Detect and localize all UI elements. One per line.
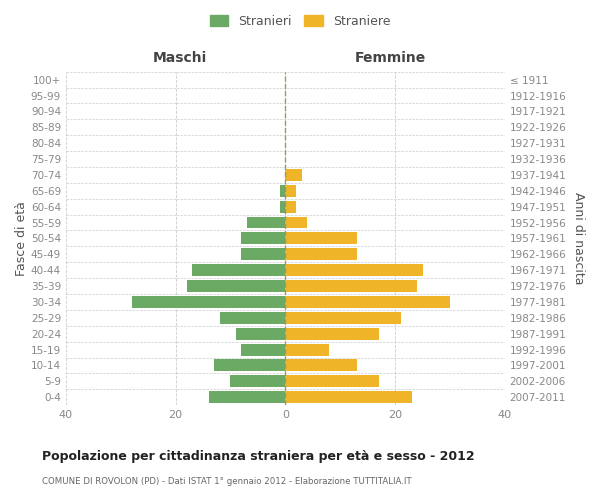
Bar bbox=[286, 391, 412, 403]
Bar bbox=[286, 376, 379, 388]
Bar bbox=[187, 280, 286, 292]
Bar bbox=[286, 328, 379, 340]
Bar bbox=[247, 216, 286, 228]
Bar bbox=[214, 360, 286, 372]
Bar bbox=[192, 264, 286, 276]
Bar bbox=[280, 185, 286, 196]
Bar bbox=[286, 248, 356, 260]
Bar bbox=[286, 185, 296, 196]
Bar bbox=[280, 200, 286, 212]
Bar bbox=[209, 391, 286, 403]
Bar bbox=[220, 312, 286, 324]
Bar bbox=[286, 312, 401, 324]
Bar bbox=[241, 232, 286, 244]
Bar bbox=[286, 344, 329, 355]
Bar bbox=[286, 169, 302, 181]
Bar bbox=[241, 344, 286, 355]
Bar bbox=[286, 280, 417, 292]
Bar bbox=[286, 232, 356, 244]
Bar bbox=[286, 296, 450, 308]
Bar bbox=[286, 264, 422, 276]
Bar bbox=[230, 376, 286, 388]
Y-axis label: Fasce di età: Fasce di età bbox=[15, 201, 28, 276]
Bar bbox=[241, 248, 286, 260]
Bar bbox=[286, 360, 356, 372]
Legend: Stranieri, Straniere: Stranieri, Straniere bbox=[206, 11, 394, 32]
Bar bbox=[132, 296, 286, 308]
Bar bbox=[236, 328, 286, 340]
Text: Femmine: Femmine bbox=[355, 51, 427, 65]
Bar bbox=[286, 200, 296, 212]
Text: COMUNE DI ROVOLON (PD) - Dati ISTAT 1° gennaio 2012 - Elaborazione TUTTITALIA.IT: COMUNE DI ROVOLON (PD) - Dati ISTAT 1° g… bbox=[42, 478, 412, 486]
Text: Popolazione per cittadinanza straniera per età e sesso - 2012: Popolazione per cittadinanza straniera p… bbox=[42, 450, 475, 463]
Bar bbox=[286, 216, 307, 228]
Text: Maschi: Maschi bbox=[153, 51, 207, 65]
Y-axis label: Anni di nascita: Anni di nascita bbox=[572, 192, 585, 284]
